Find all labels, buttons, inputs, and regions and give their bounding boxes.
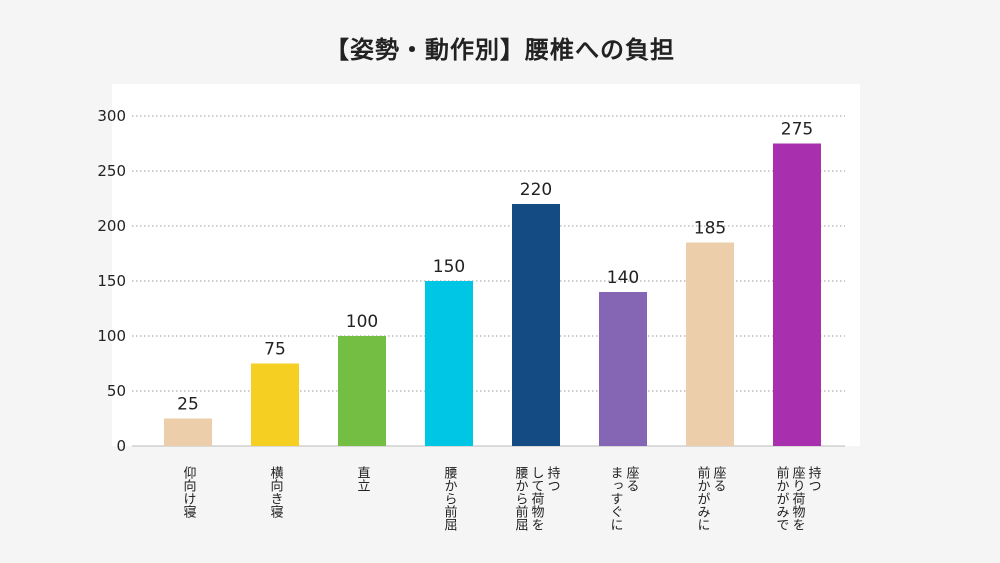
bar [686, 242, 734, 446]
data-label: 275 [781, 120, 813, 140]
y-tick-label: 0 [116, 437, 126, 455]
x-tick-label: 持つ [545, 466, 561, 492]
x-tick-label: 前かがみで [774, 465, 790, 531]
data-label: 150 [433, 257, 465, 277]
x-tick-label: まっすぐに [608, 466, 623, 531]
chart-title: 【姿勢・動作別】腰椎への負担 [325, 36, 675, 64]
bar [164, 418, 212, 446]
bar [425, 281, 473, 446]
y-tick-label: 50 [107, 382, 126, 400]
x-tick-label: 横向き寝 [268, 466, 284, 518]
data-label: 100 [346, 312, 378, 332]
y-tick-label: 300 [97, 107, 126, 125]
data-label: 140 [607, 268, 639, 288]
plot-background [112, 84, 860, 446]
x-tick-label: 座り荷物を [790, 466, 806, 531]
y-tick-label: 250 [97, 162, 126, 180]
x-tick-label: 持つ [806, 466, 822, 492]
y-tick-label: 100 [97, 327, 126, 345]
x-tick-label: 直立 [355, 466, 371, 492]
data-label: 185 [694, 219, 726, 239]
data-label: 75 [264, 340, 286, 360]
x-tick-label: 腰から前屈 [442, 466, 458, 531]
x-tick-label: 前かがみに [695, 465, 711, 531]
data-label: 25 [177, 395, 199, 415]
x-tick-label: 仰向け寝 [181, 466, 197, 518]
bar [773, 143, 821, 446]
y-tick-label: 150 [97, 272, 126, 290]
y-tick-label: 200 [97, 217, 126, 235]
bar [251, 363, 299, 446]
bar [599, 292, 647, 446]
data-label: 220 [520, 180, 552, 200]
x-tick-label: 座る [711, 466, 727, 492]
x-tick-label: 座る [624, 466, 640, 492]
x-tick-label: 腰から前屈 [513, 466, 529, 531]
x-tick-label: して荷物を [529, 466, 545, 531]
bar [338, 336, 386, 446]
bar [512, 204, 560, 446]
